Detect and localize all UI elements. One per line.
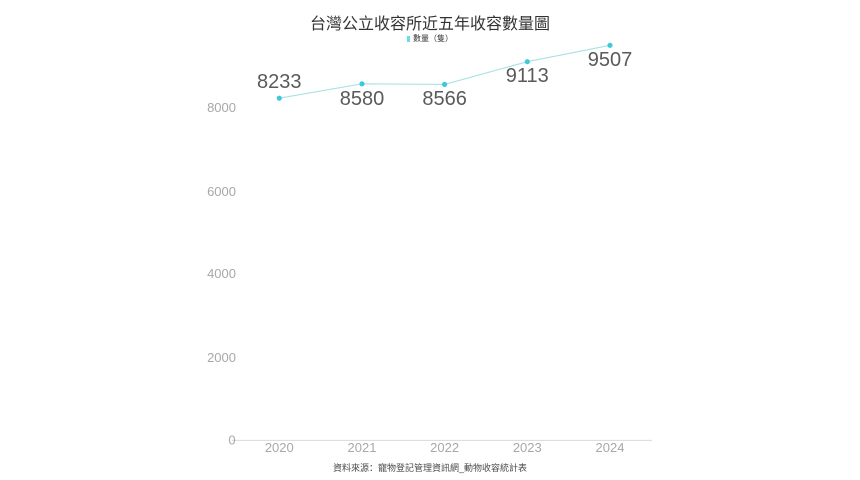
svg-text:2022: 2022 xyxy=(430,440,459,455)
svg-text:2000: 2000 xyxy=(207,350,236,365)
svg-text:4000: 4000 xyxy=(207,266,236,281)
svg-text:8000: 8000 xyxy=(207,100,236,115)
svg-text:2021: 2021 xyxy=(348,440,377,455)
svg-text:0: 0 xyxy=(228,433,235,448)
svg-text:9507: 9507 xyxy=(588,49,633,71)
svg-text:6000: 6000 xyxy=(207,184,236,199)
svg-text:2020: 2020 xyxy=(265,440,294,455)
svg-text:2024: 2024 xyxy=(596,440,625,455)
svg-text:9113: 9113 xyxy=(506,65,549,87)
svg-text:2023: 2023 xyxy=(513,440,542,455)
svg-text:8233: 8233 xyxy=(257,71,302,93)
svg-text:8580: 8580 xyxy=(340,88,385,110)
svg-text:8566: 8566 xyxy=(422,88,467,110)
